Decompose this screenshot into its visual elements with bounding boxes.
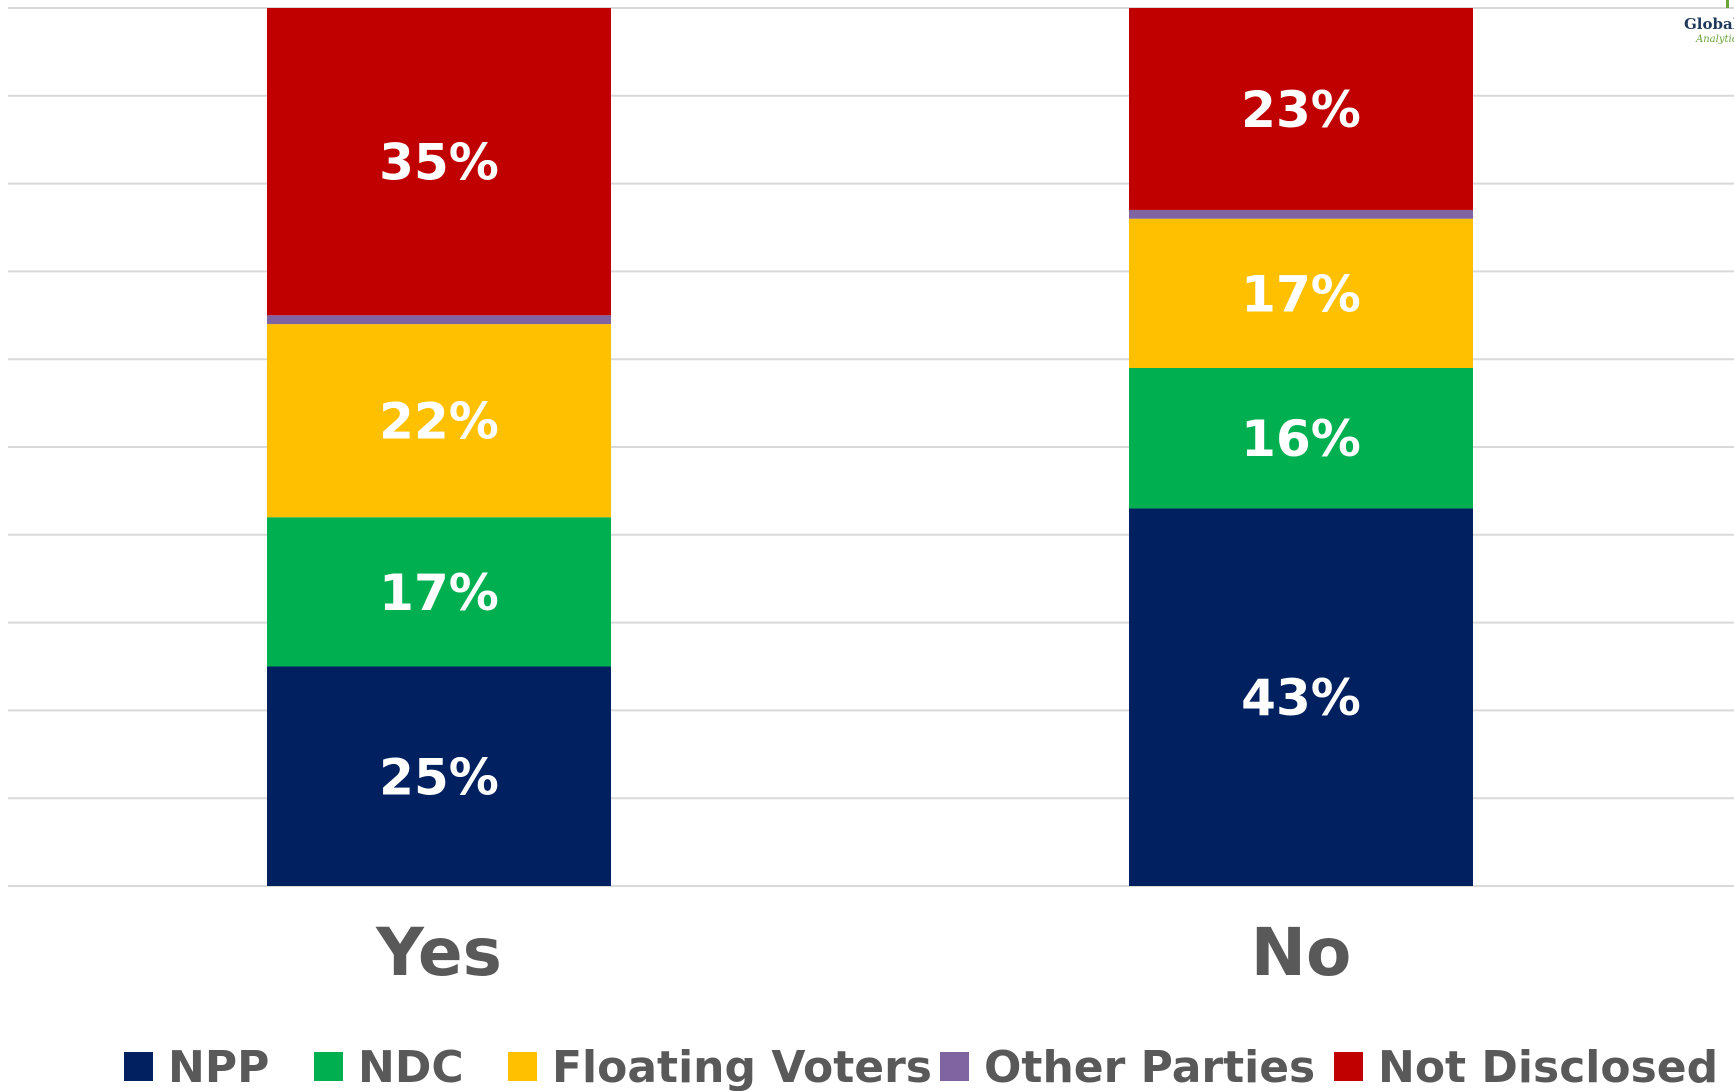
legend-swatch [508, 1052, 537, 1081]
data-label: 35% [379, 134, 499, 192]
legend-item: NDC [314, 1042, 464, 1091]
bar-segment-not-disclosed-yes [267, 8, 611, 316]
legend: NPP NDC Floating Voters Other Parties Not Di… [124, 1042, 1718, 1091]
data-label: 43% [1241, 669, 1361, 727]
category-label: Yes [375, 914, 502, 991]
legend-label: Other Parties [984, 1042, 1315, 1091]
data-label: 17% [379, 564, 499, 622]
bar-segment-npp-no [1129, 508, 1473, 886]
data-label: 16% [1241, 410, 1361, 468]
bar-segment-npp-yes [267, 666, 611, 886]
legend-swatch [940, 1052, 969, 1081]
bar-segment-floating-voters-yes [267, 324, 611, 518]
legend-label: Not Disclosed [1378, 1042, 1718, 1091]
bars [267, 8, 1473, 886]
legend-swatch [314, 1052, 343, 1081]
legend-item: NPP [124, 1042, 269, 1091]
data-label: 22% [379, 393, 499, 451]
legend-item: Floating Voters [508, 1042, 932, 1091]
legend-item: Not Disclosed [1334, 1042, 1718, 1091]
logo: Global Analytics [1684, 0, 1734, 45]
category-labels: Yes No [375, 914, 1351, 991]
data-label: 23% [1241, 81, 1361, 139]
category-label: No [1251, 914, 1352, 991]
data-label: 17% [1241, 265, 1361, 323]
logo-mark [1726, 0, 1729, 8]
bar-segment-floating-voters-no [1129, 218, 1473, 368]
legend-swatch [1334, 1052, 1363, 1081]
logo-text: Global [1684, 15, 1734, 33]
legend-label: NDC [358, 1042, 464, 1091]
data-labels: 25% 17% 22% 35% 43% 16% 17% 23% [379, 81, 1361, 806]
bar-segment-other-parties-yes [267, 315, 611, 325]
bar-segment-not-disclosed-no [1129, 8, 1473, 210]
data-label: 25% [379, 748, 499, 806]
bar-segment-other-parties-no [1129, 209, 1473, 219]
bar-segment-ndc-yes [267, 517, 611, 667]
legend-swatch [124, 1052, 153, 1081]
logo-subtext: Analytics [1695, 34, 1734, 45]
legend-label: NPP [168, 1042, 269, 1091]
legend-item: Other Parties [940, 1042, 1315, 1091]
bar-segment-ndc-no [1129, 367, 1473, 509]
gridlines [8, 7, 1734, 887]
legend-label: Floating Voters [552, 1042, 932, 1091]
